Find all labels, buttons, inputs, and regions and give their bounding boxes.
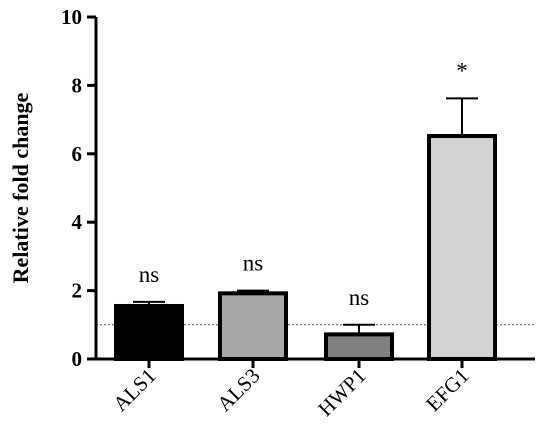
annotation-als1: ns: [139, 262, 160, 287]
bar-als3: [218, 291, 288, 361]
x-tick-label-als3: ALS3: [212, 364, 264, 416]
x-tick-label-als1: ALS1: [108, 364, 160, 416]
y-axis-title: Relative fold change: [8, 92, 33, 283]
x-tick-label-efg1: EFG1: [421, 364, 473, 416]
y-tick-label: 2: [72, 279, 83, 303]
y-tick-label: 10: [61, 5, 82, 29]
y-tick-label: 8: [72, 73, 83, 97]
y-tick-label: 4: [72, 210, 83, 234]
y-tick-label: 0: [72, 347, 83, 371]
bar-hwp1: [324, 332, 394, 362]
x-tick-label-hwp1: HWP1: [313, 364, 370, 421]
bar-als1: [114, 303, 184, 361]
plot-area: ns ALS1 ns ALS3 ns HWP1 * EFG1 0 2 4 6 8 10: [61, 5, 535, 421]
bar-efg1: [427, 134, 497, 361]
annotation-efg1: *: [456, 58, 468, 83]
annotation-als3: ns: [243, 251, 264, 276]
y-tick-label: 6: [72, 142, 83, 166]
annotation-hwp1: ns: [349, 285, 370, 310]
